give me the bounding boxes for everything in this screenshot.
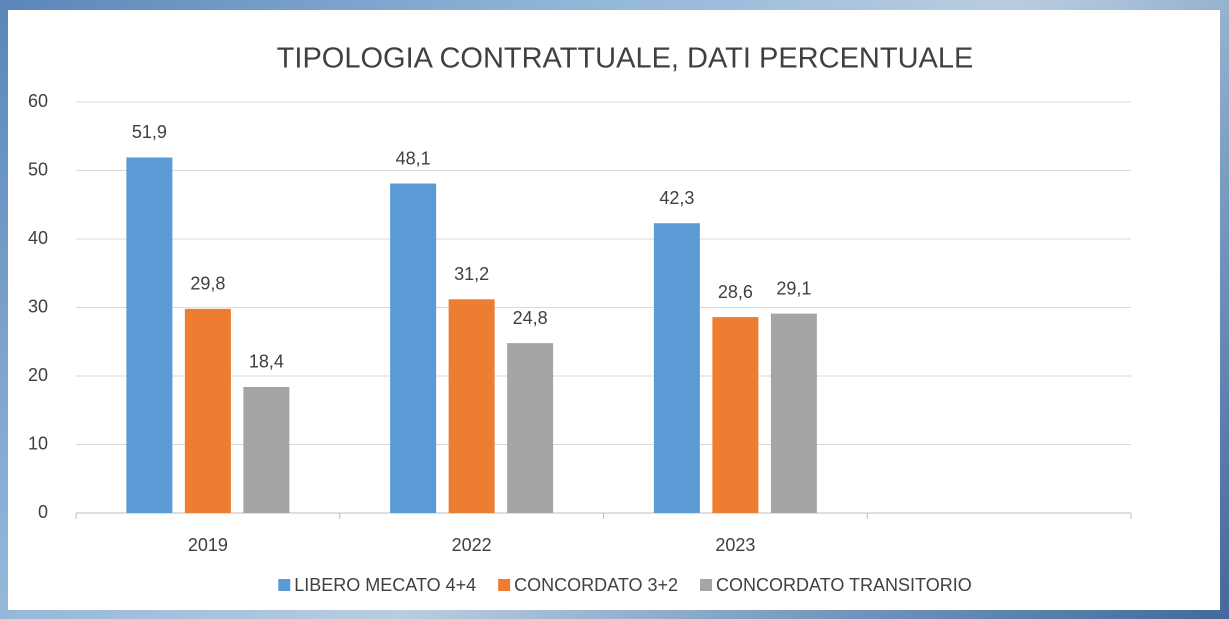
legend-label: LIBERO MECATO 4+4 bbox=[294, 575, 476, 595]
chart-title: TIPOLOGIA CONTRATTUALE, DATI PERCENTUALE bbox=[277, 43, 974, 75]
data-label: 51,9 bbox=[132, 122, 167, 142]
y-tick-label: 40 bbox=[28, 228, 48, 248]
y-tick-label: 0 bbox=[38, 502, 48, 522]
data-label: 18,4 bbox=[249, 352, 284, 372]
y-tick-label: 60 bbox=[28, 91, 48, 111]
bar bbox=[712, 317, 759, 513]
bar bbox=[507, 343, 554, 513]
data-label: 28,6 bbox=[718, 282, 753, 302]
y-tick-label: 50 bbox=[28, 159, 48, 179]
legend-label: CONCORDATO TRANSITORIO bbox=[716, 575, 972, 595]
legend-label: CONCORDATO 3+2 bbox=[514, 575, 678, 595]
bar bbox=[126, 157, 173, 514]
data-label: 48,1 bbox=[396, 148, 431, 168]
data-label: 29,1 bbox=[776, 278, 811, 298]
y-tick-label: 10 bbox=[28, 433, 48, 453]
data-label: 42,3 bbox=[659, 188, 694, 208]
legend-swatch bbox=[498, 579, 511, 591]
x-tick-label: 2022 bbox=[452, 535, 492, 555]
data-label: 29,8 bbox=[190, 274, 225, 294]
x-tick-label: 2023 bbox=[715, 535, 755, 555]
y-tick-label: 20 bbox=[28, 365, 48, 385]
bar bbox=[243, 386, 290, 513]
bar bbox=[390, 183, 437, 513]
legend-swatch bbox=[700, 579, 713, 591]
x-tick-label: 2019 bbox=[188, 535, 228, 555]
data-label: 24,8 bbox=[513, 308, 548, 328]
bar bbox=[653, 223, 700, 513]
bar bbox=[770, 313, 817, 513]
legend-swatch bbox=[278, 579, 291, 591]
y-tick-label: 30 bbox=[28, 296, 48, 316]
data-label: 31,2 bbox=[454, 264, 489, 284]
bar bbox=[448, 299, 495, 513]
bar bbox=[184, 308, 231, 513]
